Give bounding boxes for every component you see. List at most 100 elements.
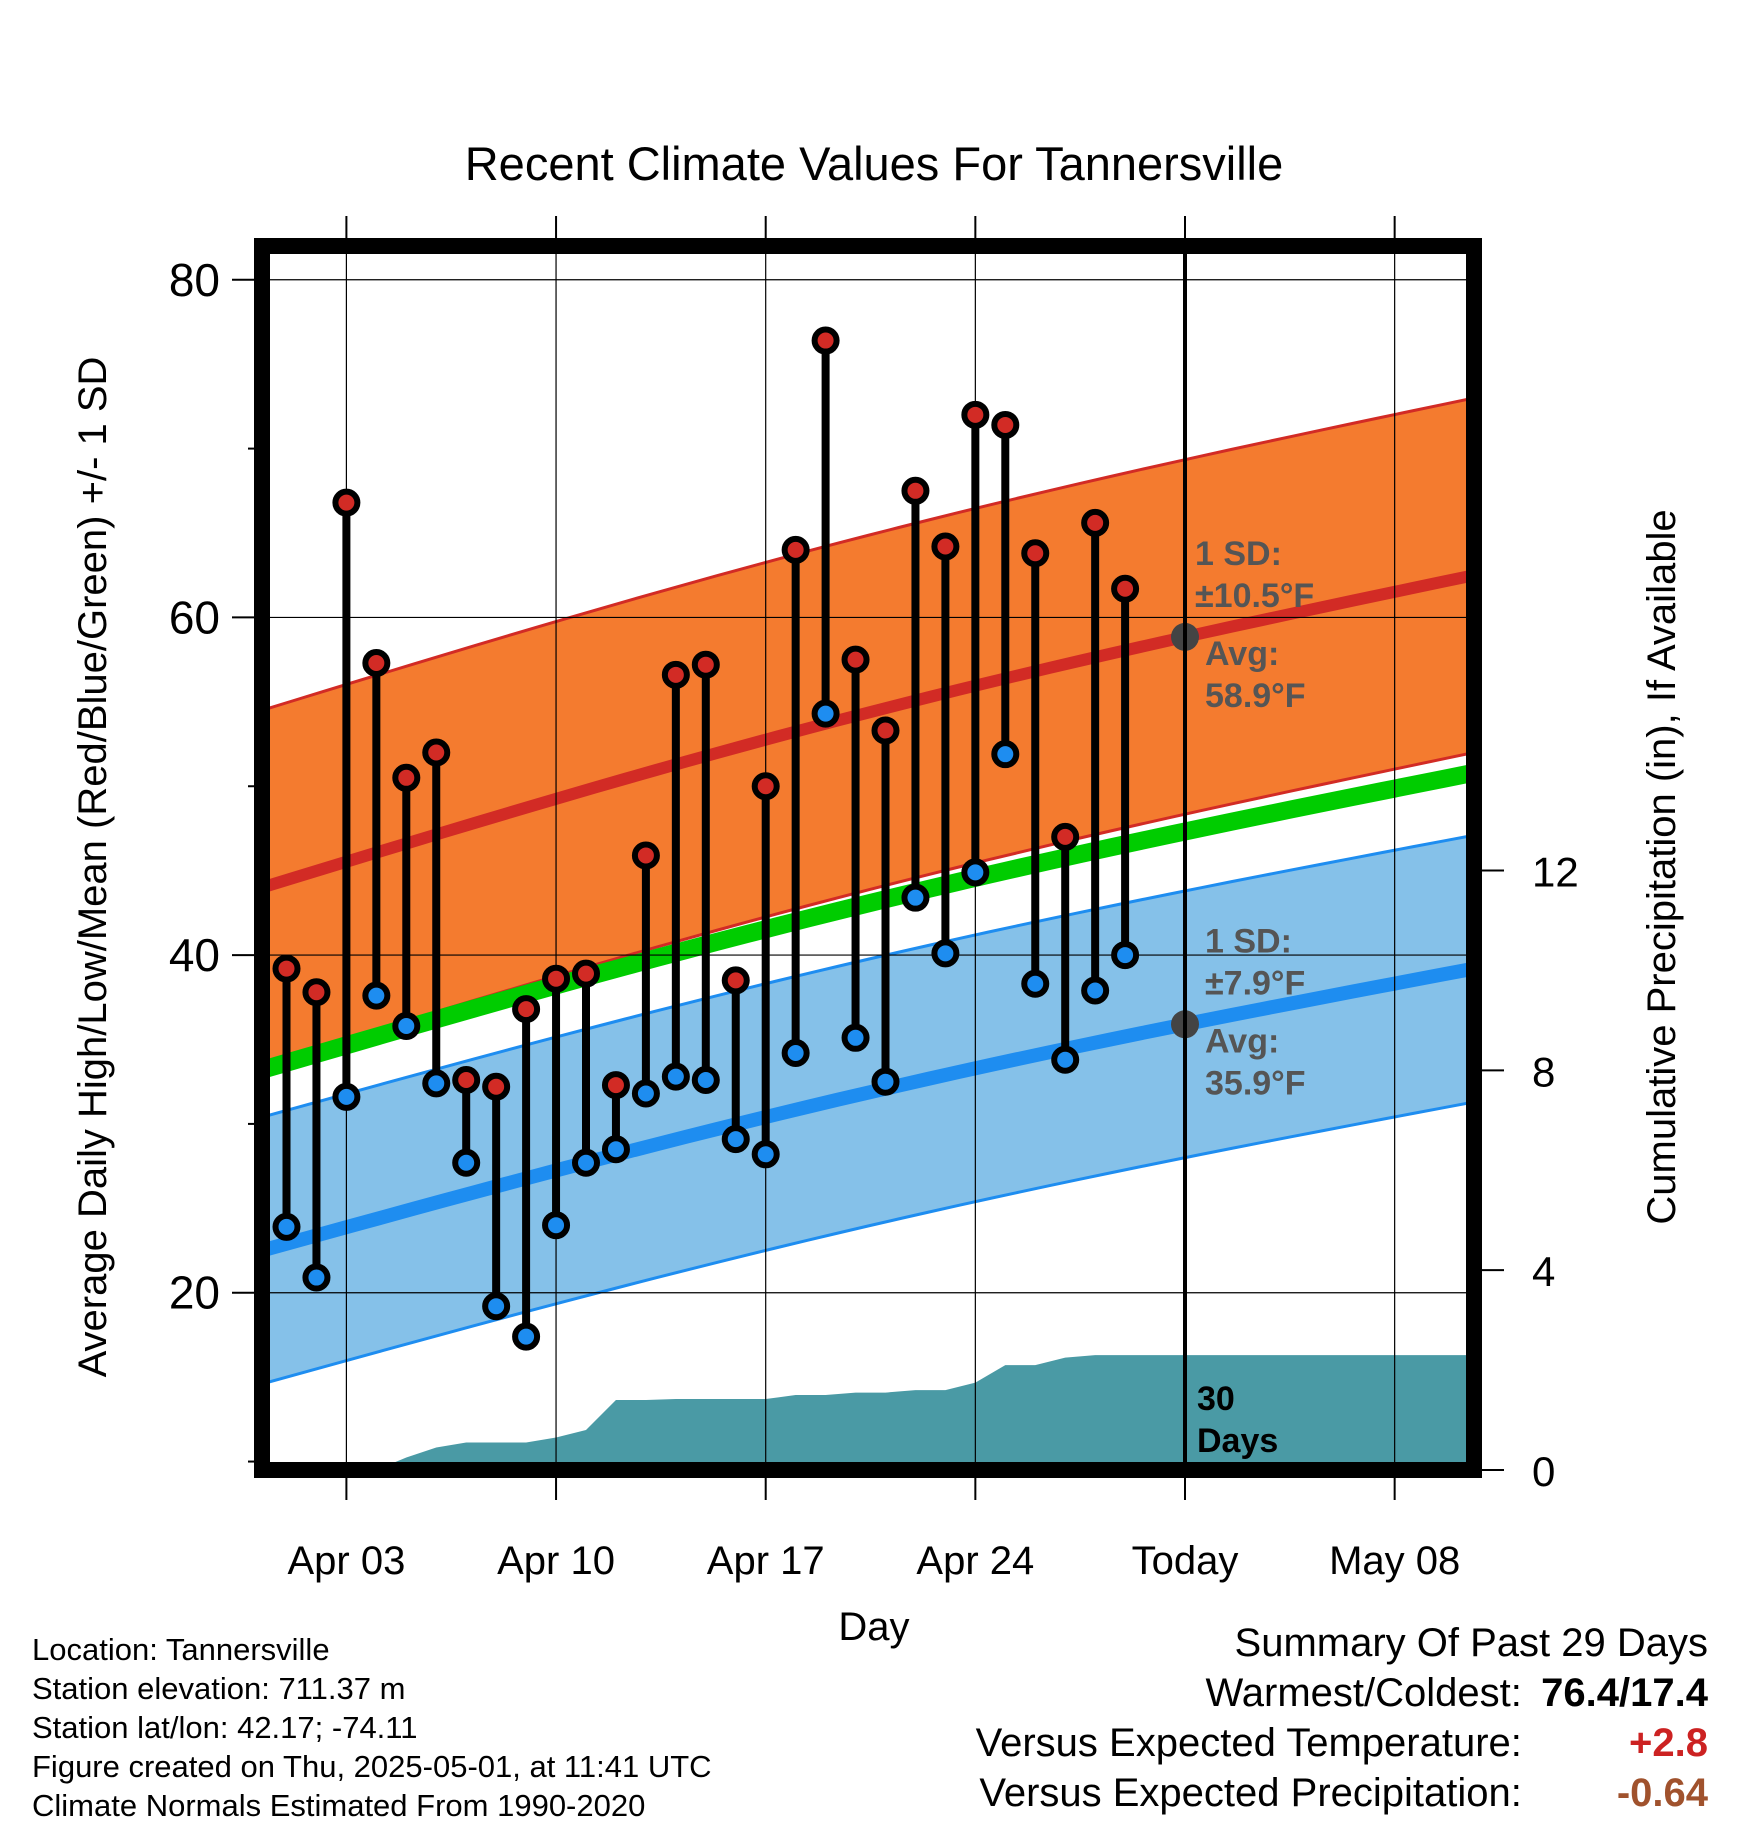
low-marker: [332, 1082, 361, 1111]
y-tick-label: 60: [169, 591, 220, 643]
chart-title: Recent Climate Values For Tannersville: [465, 137, 1284, 190]
latlon-text: Station lat/lon: 42.17; -74.11: [32, 1710, 418, 1745]
high-marker: [961, 400, 990, 429]
warm-cold-value: 76.4/17.4: [1541, 1671, 1708, 1715]
y-tick-label: 40: [169, 929, 220, 981]
days-count-label: 30: [1197, 1380, 1235, 1418]
low-marker: [272, 1212, 301, 1241]
low-marker: [751, 1140, 780, 1169]
station-info: Location: Tannersville Station elevation…: [32, 1630, 712, 1825]
location-text: Location: Tannersville: [32, 1632, 330, 1667]
low-marker: [422, 1069, 451, 1098]
y2-tick-label: 12: [1532, 848, 1579, 895]
low-sd-label: 1 SD:: [1205, 922, 1292, 960]
temp-value: +2.8: [1629, 1721, 1708, 1765]
y2-tick-label: 8: [1532, 1048, 1555, 1095]
low-marker: [1111, 941, 1140, 970]
precip-row: Versus Expected Precipitation: -0.64: [976, 1768, 1708, 1818]
x-tick-label: Apr 10: [497, 1539, 615, 1583]
high-marker: [721, 966, 750, 995]
low-marker: [512, 1322, 541, 1351]
x-tick-label: Apr 17: [707, 1539, 825, 1583]
low-marker: [572, 1148, 600, 1177]
axes: [254, 238, 1482, 1478]
high-sd-upper-edge: [262, 396, 1474, 712]
x-tick-label: Today: [1132, 1539, 1239, 1583]
summary-title: Summary Of Past 29 Days: [1234, 1621, 1708, 1665]
high-avg-value: 58.9°F: [1205, 677, 1306, 715]
created-text: Figure created on Thu, 2025-05-01, at 11…: [32, 1749, 712, 1784]
y-tick-label: 20: [169, 1267, 220, 1319]
x-tick-label: May 08: [1329, 1539, 1460, 1583]
high-marker: [422, 738, 451, 767]
low-marker: [661, 1062, 690, 1091]
low-avg-value: 35.9°F: [1205, 1064, 1306, 1102]
temp-label: Versus Expected Temperature:: [975, 1721, 1522, 1765]
low-marker: [721, 1125, 750, 1154]
low-sd-upper-edge: [262, 833, 1474, 1119]
low-marker: [482, 1292, 511, 1321]
high-marker: [841, 645, 870, 674]
low-marker: [542, 1211, 571, 1240]
high-avg-label: Avg:: [1205, 635, 1279, 673]
high-marker: [931, 532, 960, 561]
high-marker: [482, 1072, 511, 1101]
high-sd-label: 1 SD:: [1195, 535, 1282, 573]
x-tick-label: Apr 03: [287, 1539, 405, 1583]
high-marker: [572, 959, 600, 988]
low-marker: [1051, 1045, 1080, 1074]
high-marker: [631, 841, 660, 870]
high-sd-band: [262, 397, 1474, 1065]
y2-axis-label: Cumulative Precipitation (in), If Availa…: [1640, 509, 1684, 1224]
high-marker: [991, 410, 1020, 439]
high-marker: [362, 649, 391, 678]
normal-mean-line: [262, 763, 1474, 1079]
normal-bands: [262, 396, 1474, 1386]
high-marker: [871, 716, 900, 745]
high-marker: [781, 535, 810, 564]
low-marker: [1081, 976, 1110, 1005]
low-marker: [781, 1038, 810, 1067]
temp-row: Versus Expected Temperature: +2.8: [976, 1718, 1708, 1768]
low-marker: [991, 740, 1020, 769]
y-axis-label: Average Daily High/Low/Mean (Red/Blue/Gr…: [71, 357, 115, 1378]
high-marker: [1021, 539, 1050, 568]
high-marker: [751, 772, 780, 801]
high-marker: [1111, 574, 1140, 603]
high-marker: [901, 476, 930, 505]
high-marker: [691, 650, 720, 679]
high-sd-value: ±10.5°F: [1195, 577, 1314, 615]
precipitation-area: [262, 1355, 1474, 1470]
low-sd-band: [262, 835, 1474, 1384]
high-marker: [452, 1066, 481, 1095]
low-marker: [1021, 969, 1050, 998]
high-marker: [1051, 822, 1080, 851]
low-marker: [691, 1066, 720, 1095]
elevation-text: Station elevation: 711.37 m: [32, 1671, 406, 1706]
low-marker: [362, 981, 391, 1010]
low-marker: [931, 939, 960, 968]
plot-frame: [254, 238, 1482, 1478]
x-tick-label: Apr 24: [916, 1539, 1034, 1583]
normals-text: Climate Normals Estimated From 1990-2020: [32, 1788, 646, 1823]
x-axis-label: Day: [838, 1605, 909, 1649]
high-marker: [661, 660, 690, 689]
precip-value: -0.64: [1616, 1771, 1708, 1815]
low-marker: [392, 1011, 421, 1040]
low-marker: [631, 1079, 660, 1108]
normal-annotations: 1 SD: ±10.5°F Avg: 58.9°F 1 SD: ±7.9°F Avg: 35.…: [1171, 535, 1314, 1460]
high-marker: [392, 763, 421, 792]
precip-area: [262, 1355, 1474, 1470]
high-marker: [1081, 508, 1110, 537]
low-sd-lower-edge: [262, 1100, 1474, 1386]
tick-labels: 20 40 60 80 0 4 8 12 Apr 03 Apr 10 Apr 17 Apr 24 Tod…: [169, 216, 1579, 1583]
high-marker: [332, 488, 361, 517]
low-sd-value: ±7.9°F: [1205, 964, 1305, 1002]
high-marker: [542, 964, 571, 993]
low-marker: [811, 699, 840, 728]
daily-ranges: [282, 340, 1130, 1337]
warm-cold-label: Warmest/Coldest:: [1205, 1671, 1522, 1715]
high-marker: [272, 954, 301, 983]
y-tick-label: 80: [169, 254, 220, 306]
